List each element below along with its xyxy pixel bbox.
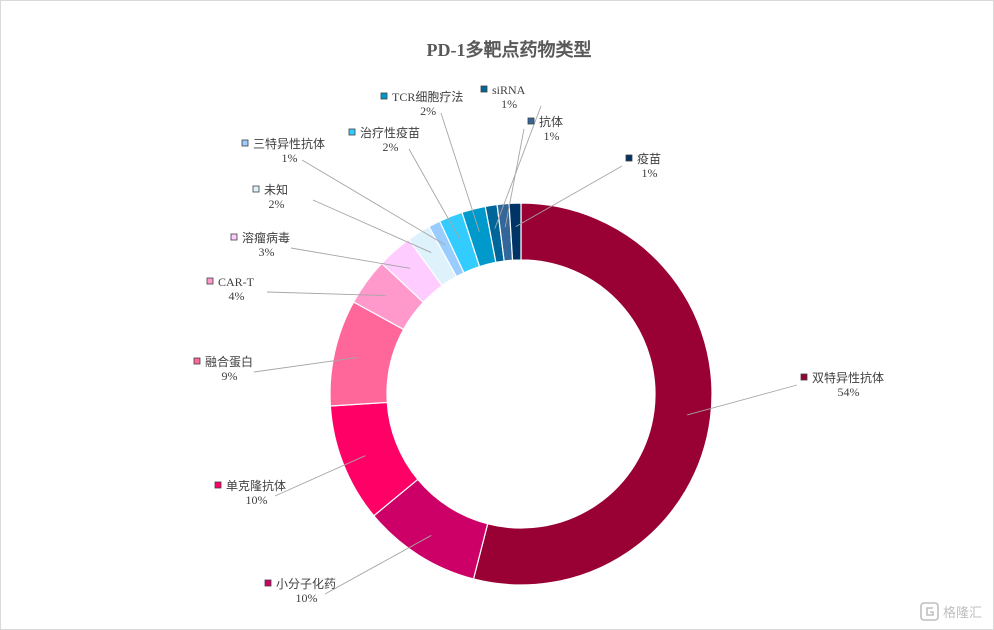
slice-percent-1: 54%: [838, 385, 860, 399]
slice-label-3: 单克隆抗体: [226, 478, 286, 493]
leader-line-8: [301, 159, 446, 246]
leader-line-1: [687, 384, 798, 416]
label-marker-12: [527, 117, 535, 125]
slice-percent-12: 1%: [544, 129, 560, 143]
leader-line-4: [253, 357, 358, 373]
slice-label-10: TCR细胞疗法: [392, 90, 463, 104]
labels-group: 双特异性抗体54%小分子化药10%单克隆抗体10%融合蛋白9%CAR-T4%溶瘤…: [193, 83, 884, 605]
slice-label-2: 小分子化药: [276, 577, 336, 591]
slice-percent-8: 1%: [282, 151, 298, 165]
slice-percent-2: 10%: [296, 591, 318, 605]
watermark-text: 格隆汇: [943, 605, 982, 621]
chart-title: PD-1多靶点药物类型: [427, 39, 592, 60]
label-marker-4: [193, 357, 201, 365]
slice-label-11: siRNA: [492, 83, 526, 97]
donut-slice-13: [508, 202, 522, 261]
leader-line-13: [515, 165, 623, 227]
slice-label-5: CAR-T: [218, 275, 255, 289]
slice-percent-4: 9%: [222, 369, 238, 383]
watermark-logo-icon: [920, 602, 939, 621]
label-marker-2: [264, 579, 272, 587]
slice-label-6: 溶瘤病毒: [242, 230, 290, 245]
slice-label-4: 融合蛋白: [205, 354, 253, 369]
leader-line-11: [494, 105, 542, 229]
leader-line-3: [274, 455, 366, 497]
label-marker-1: [800, 373, 808, 381]
leader-line-2: [324, 535, 432, 595]
slice-percent-6: 3%: [259, 245, 275, 259]
leader-line-6: [290, 247, 411, 269]
slice-label-9: 治疗性疫苗: [360, 125, 420, 140]
slice-label-1: 双特异性抗体: [812, 370, 884, 385]
slice-percent-5: 4%: [229, 289, 245, 303]
label-marker-6: [230, 233, 238, 241]
slice-percent-7: 2%: [269, 197, 285, 211]
label-marker-8: [241, 139, 249, 147]
slice-percent-10: 2%: [420, 104, 436, 118]
slice-percent-11: 1%: [501, 97, 517, 111]
label-marker-3: [214, 481, 222, 489]
label-marker-5: [206, 277, 214, 285]
slice-label-8: 三特异性抗体: [253, 136, 325, 151]
label-marker-13: [625, 154, 633, 162]
slice-label-12: 抗体: [539, 114, 563, 129]
label-marker-7: [252, 185, 260, 193]
slice-label-7: 未知: [264, 183, 288, 197]
label-marker-11: [480, 85, 488, 93]
slice-percent-9: 2%: [383, 140, 399, 154]
watermark: 格隆汇: [920, 602, 982, 621]
leader-line-9: [408, 148, 460, 239]
slice-percent-3: 10%: [246, 493, 268, 507]
slice-label-13: 疫苗: [637, 151, 661, 166]
leader-line-10: [440, 112, 480, 232]
label-marker-9: [348, 128, 356, 136]
donut-slice-1: [472, 202, 713, 586]
slice-percent-13: 1%: [642, 166, 658, 180]
leader-lines-group: [253, 105, 798, 595]
leader-line-7: [312, 199, 432, 253]
slices-group: [329, 202, 713, 586]
leader-line-5: [266, 291, 386, 296]
label-marker-10: [380, 92, 388, 100]
leader-line-12: [504, 128, 525, 228]
